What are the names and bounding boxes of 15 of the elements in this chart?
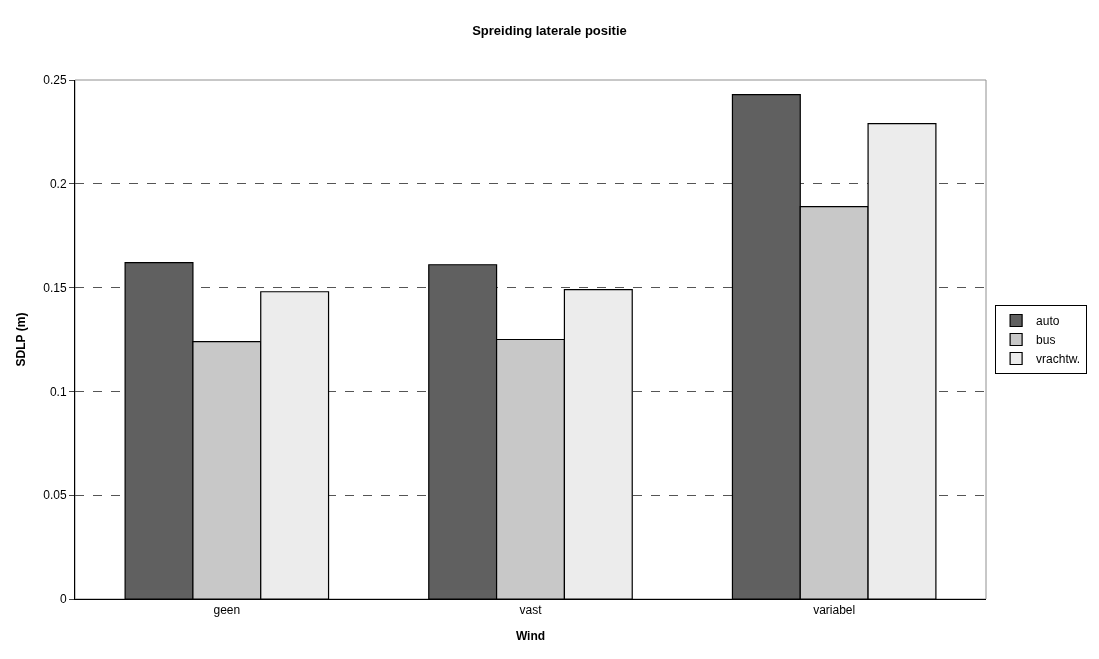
legend-label: bus	[1036, 333, 1056, 348]
y-tick-label: 0.05	[43, 488, 67, 503]
legend-label: auto	[1036, 314, 1060, 329]
y-tick-label: 0.2	[49, 177, 67, 191]
y-tick-label: 0.1	[49, 384, 67, 399]
y-tick-label: 0	[59, 592, 67, 607]
x-tick-label: vast	[519, 603, 543, 618]
x-tick-label: variabel	[813, 603, 856, 618]
legend-label: vrachtw.	[1036, 352, 1081, 367]
y-axis-title: SDLP (m)	[13, 312, 28, 367]
x-axis-title: Wind	[515, 629, 546, 644]
chart-title: Spreiding laterale positie	[472, 23, 627, 39]
y-tick-label: 0.15	[43, 280, 67, 295]
y-tick-label: 0.25	[43, 73, 67, 88]
x-tick-label: geen	[213, 603, 241, 618]
